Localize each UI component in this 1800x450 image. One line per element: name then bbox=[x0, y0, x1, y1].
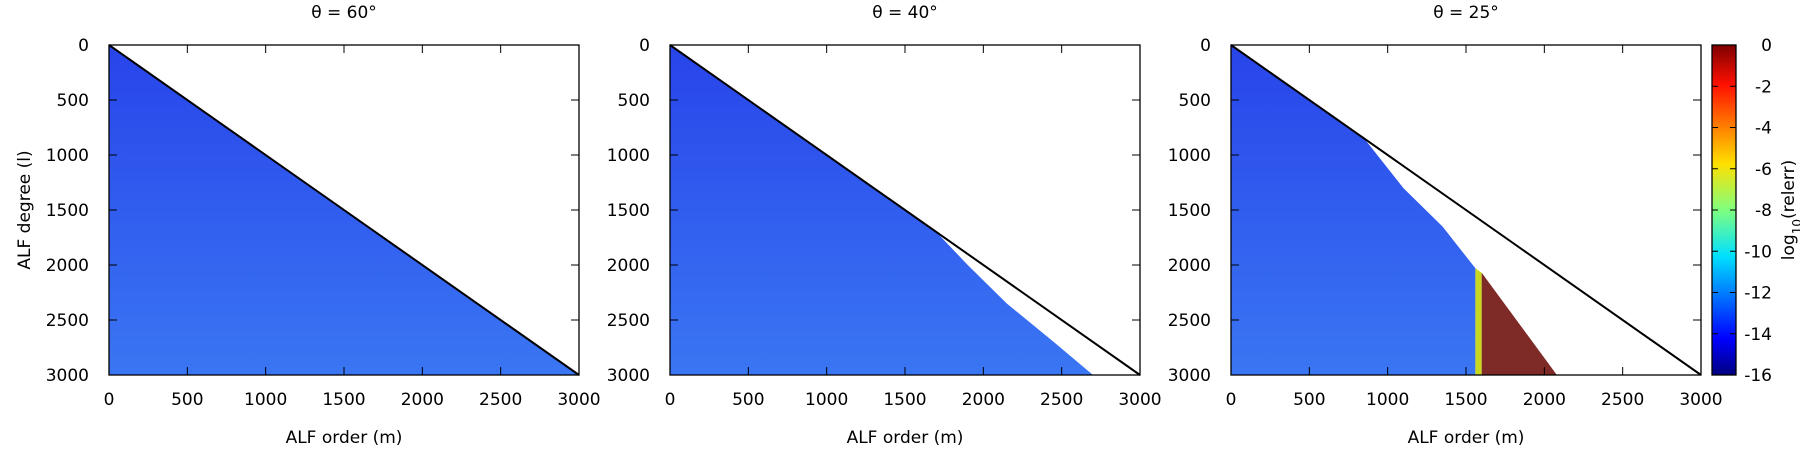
panel-1: 0 0 500 500 1000 1000 1500 1500 2000 2000 2500 2500… bbox=[15, 3, 601, 448]
x-tick-label: 500 bbox=[171, 390, 203, 410]
y-tick-label: 2000 bbox=[607, 256, 650, 276]
x-tick-label: 3000 bbox=[1679, 390, 1722, 410]
colorbar-tick-label: -8 bbox=[1755, 201, 1772, 221]
panel-title: θ = 25° bbox=[1433, 3, 1499, 23]
x-tick-label: 1000 bbox=[244, 390, 287, 410]
x-tick-label: 1500 bbox=[322, 390, 365, 410]
region-computed bbox=[670, 45, 1093, 375]
x-tick-label: 2000 bbox=[401, 390, 444, 410]
colorbar-tick-label: -6 bbox=[1755, 160, 1772, 180]
x-axis-label: ALF order (m) bbox=[286, 428, 403, 448]
colorbar-label: log10(relerr) bbox=[1779, 160, 1800, 260]
y-tick-label: 3000 bbox=[46, 366, 89, 386]
x-tick-label: 1000 bbox=[805, 390, 848, 410]
y-tick-label: 1500 bbox=[46, 201, 89, 221]
x-tick-label: 0 bbox=[104, 390, 115, 410]
colorbar-label-main: log bbox=[1779, 234, 1799, 260]
diagonal-line bbox=[669, 44, 1141, 376]
x-axis-label: ALF order (m) bbox=[847, 428, 964, 448]
x-tick-label: 500 bbox=[732, 390, 764, 410]
y-tick-label: 2500 bbox=[607, 311, 650, 331]
y-tick-label: 2500 bbox=[1168, 311, 1211, 331]
colorbar-label-subscript: 10 bbox=[1790, 219, 1800, 234]
y-tick-label: 3000 bbox=[1168, 366, 1211, 386]
y-tick-label: 1500 bbox=[607, 201, 650, 221]
colorbar-tick-label: -10 bbox=[1744, 242, 1772, 262]
y-tick-label: 2500 bbox=[46, 311, 89, 331]
y-tick-label: 0 bbox=[78, 36, 89, 56]
diagonal-line bbox=[1230, 44, 1702, 376]
x-tick-label: 2500 bbox=[1601, 390, 1644, 410]
panel-title: θ = 60° bbox=[311, 3, 377, 23]
panel-2: 0 0 500 500 1000 1000 1500 1500 2000 2000 2500 2500… bbox=[607, 3, 1162, 448]
x-tick-label: 2000 bbox=[1523, 390, 1566, 410]
x-tick-label: 2000 bbox=[962, 390, 1005, 410]
x-tick-label: 500 bbox=[1293, 390, 1325, 410]
region-computed bbox=[1231, 45, 1476, 375]
y-tick-label: 500 bbox=[57, 91, 89, 111]
y-tick-label: 2000 bbox=[1168, 256, 1211, 276]
x-tick-label: 2500 bbox=[1040, 390, 1083, 410]
colorbar: 0 -2 -4 -6 -8 -10 -12 -14 -16 log10(relerr) bbox=[1711, 36, 1800, 386]
y-tick-label: 1000 bbox=[607, 146, 650, 166]
x-tick-label: 1500 bbox=[883, 390, 926, 410]
colorbar-tick-label: -2 bbox=[1755, 77, 1772, 97]
diagonal-line bbox=[108, 44, 580, 376]
y-tick-label: 500 bbox=[618, 91, 650, 111]
y-tick-label: 1000 bbox=[1168, 146, 1211, 166]
x-tick-label: 1500 bbox=[1444, 390, 1487, 410]
x-tick-label: 3000 bbox=[1118, 390, 1161, 410]
colorbar-tick-label: -14 bbox=[1744, 325, 1772, 345]
region-transition bbox=[1475, 268, 1482, 375]
y-tick-label: 500 bbox=[1179, 91, 1211, 111]
panels-group: 0 0 500 500 1000 1000 1500 1500 2000 2000 2500 2500… bbox=[15, 3, 1723, 448]
x-tick-label: 2500 bbox=[479, 390, 522, 410]
colorbar-tick-label: -4 bbox=[1755, 119, 1772, 139]
colorbar-tick-label: -12 bbox=[1744, 284, 1772, 304]
panel-title: θ = 40° bbox=[872, 3, 938, 23]
y-tick-label: 0 bbox=[639, 36, 650, 56]
region-failed bbox=[1481, 272, 1557, 375]
y-tick-label: 2000 bbox=[46, 256, 89, 276]
panel-3: 0 0 500 500 1000 1000 1500 1500 2000 2000 2500 2500… bbox=[1168, 3, 1723, 448]
y-axis-label: ALF degree (l) bbox=[15, 150, 35, 269]
y-tick-label: 3000 bbox=[607, 366, 650, 386]
x-axis-label: ALF order (m) bbox=[1408, 428, 1525, 448]
x-tick-label: 1000 bbox=[1366, 390, 1409, 410]
colorbar-tick-label: 0 bbox=[1761, 36, 1772, 56]
y-tick-label: 1500 bbox=[1168, 201, 1211, 221]
x-tick-label: 0 bbox=[665, 390, 676, 410]
y-tick-label: 0 bbox=[1200, 36, 1211, 56]
colorbar-label-tail: (relerr) bbox=[1779, 160, 1799, 219]
colorbar-tick-label: -16 bbox=[1744, 366, 1772, 386]
x-tick-label: 0 bbox=[1226, 390, 1237, 410]
x-tick-label: 3000 bbox=[557, 390, 600, 410]
y-tick-label: 1000 bbox=[46, 146, 89, 166]
